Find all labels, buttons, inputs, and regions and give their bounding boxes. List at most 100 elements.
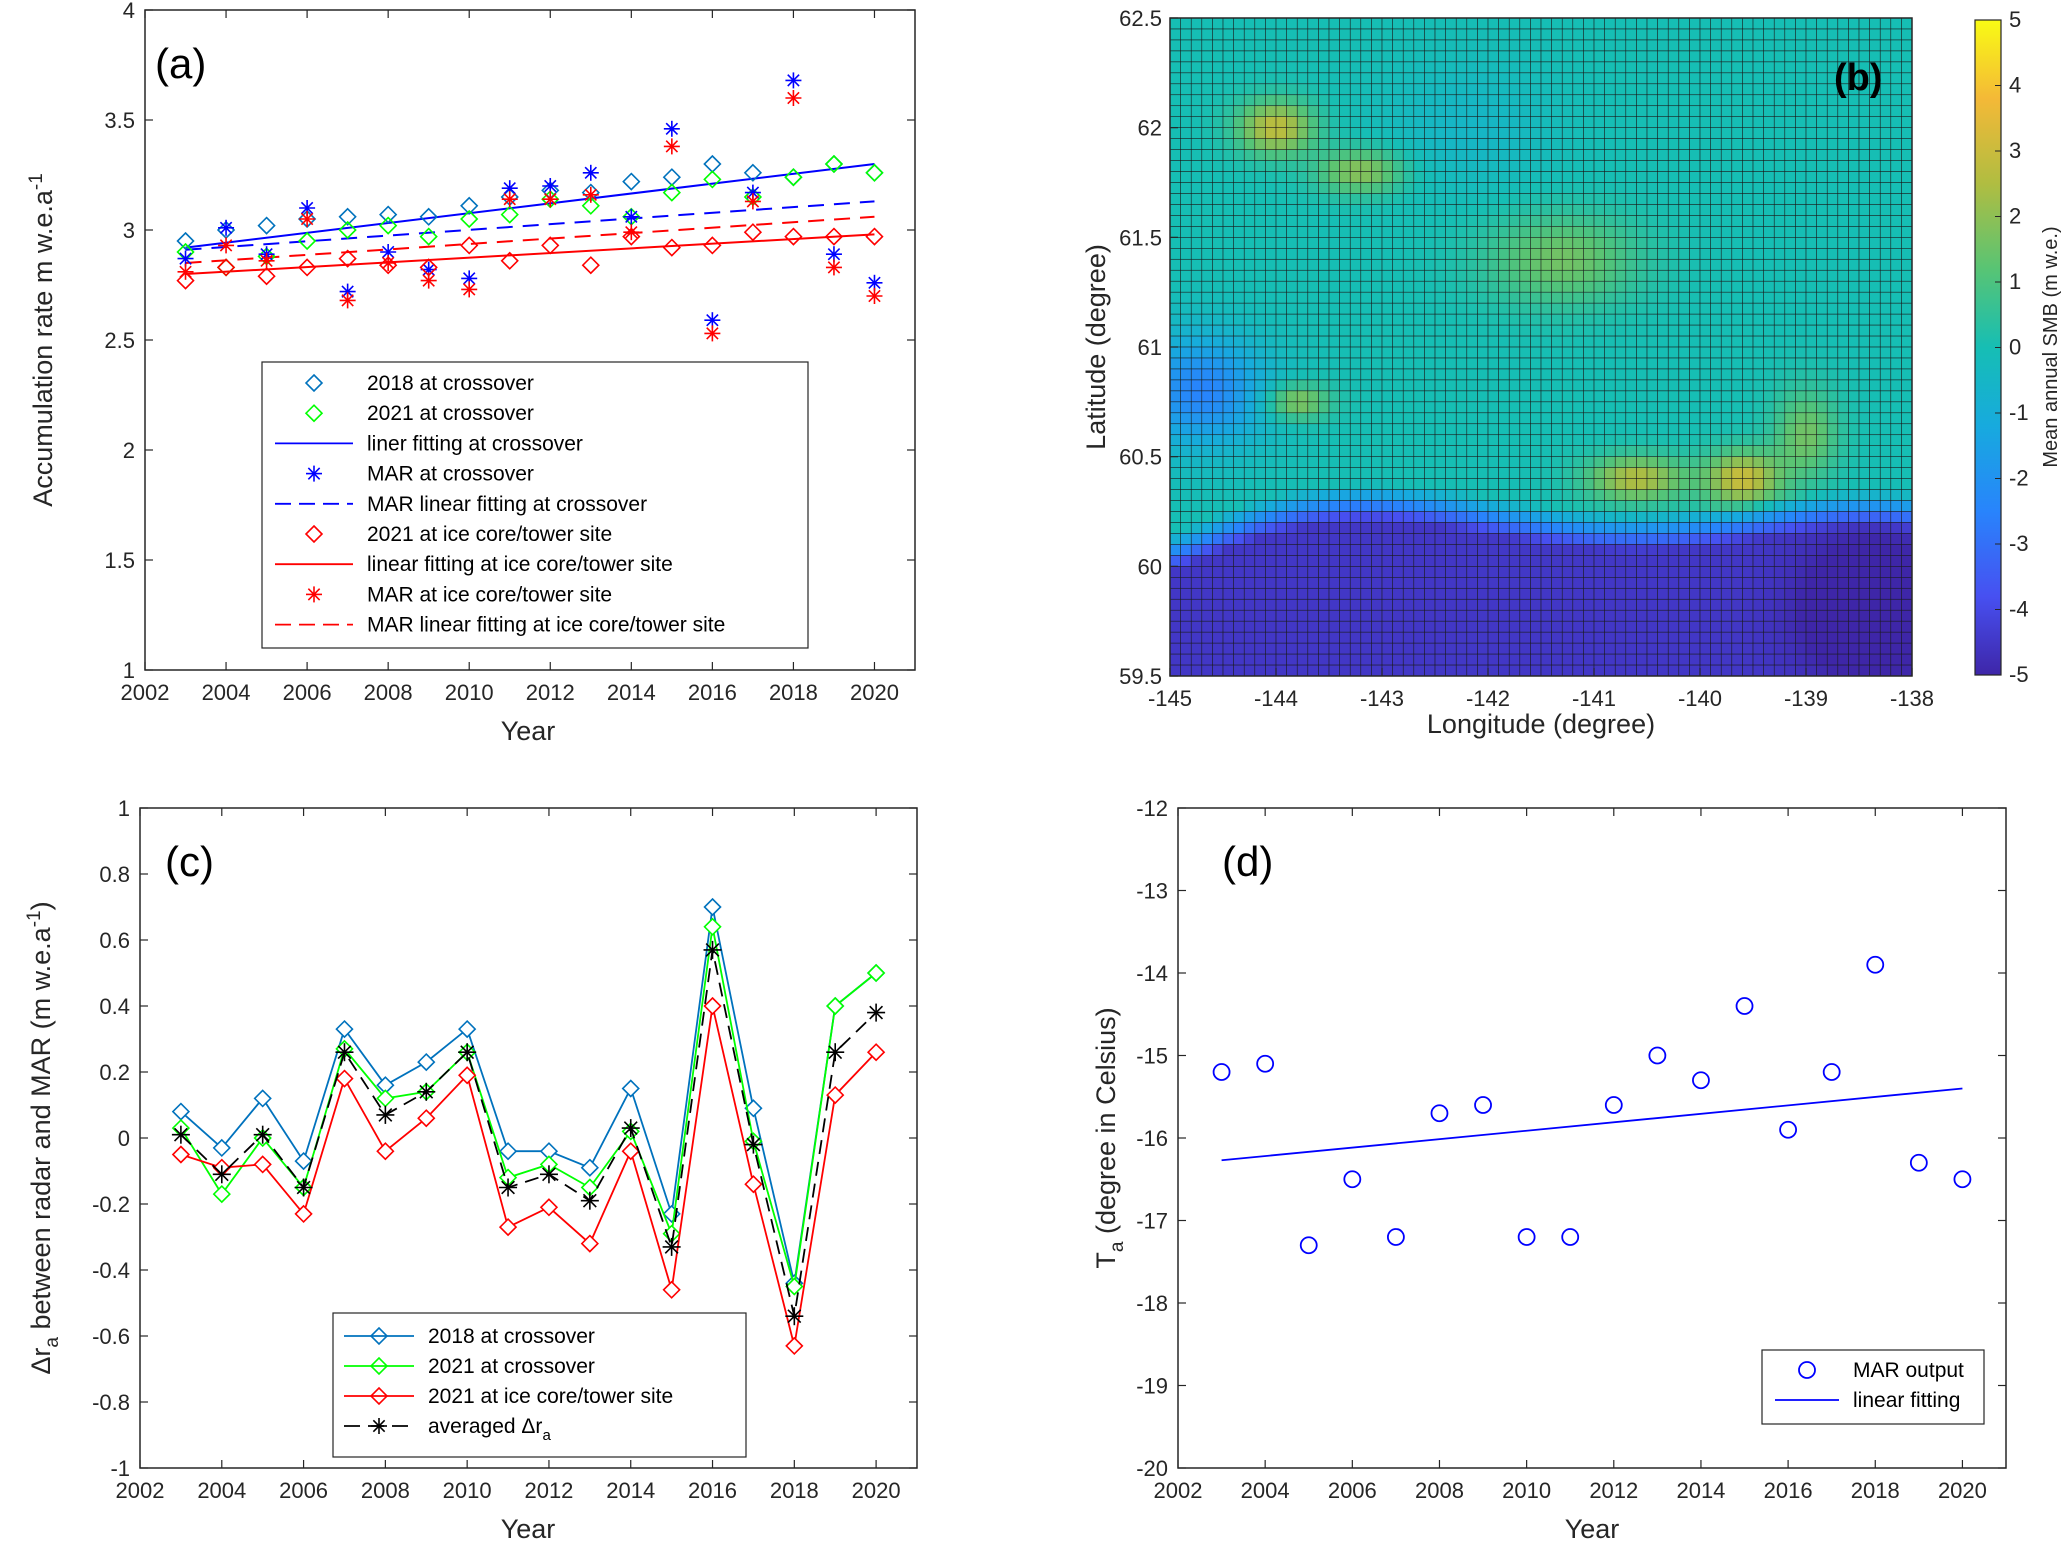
heatmap-cell bbox=[1349, 39, 1362, 52]
heatmap-cell bbox=[1710, 576, 1722, 589]
data-point bbox=[1735, 997, 1754, 1015]
heatmap-cell bbox=[1826, 555, 1839, 567]
heatmap-cell bbox=[1477, 138, 1489, 151]
heatmap-cell bbox=[1169, 500, 1182, 512]
heatmap-cell bbox=[1614, 368, 1627, 381]
heatmap-cell bbox=[1349, 587, 1362, 600]
heatmap-cell bbox=[1445, 598, 1457, 611]
heatmap-cell bbox=[1477, 489, 1489, 502]
heatmap-cell bbox=[1763, 105, 1775, 118]
heatmap-cell bbox=[1169, 335, 1182, 348]
heatmap-cell bbox=[1328, 357, 1341, 370]
heatmap-cell bbox=[1307, 445, 1319, 458]
heatmap-cell bbox=[1318, 456, 1330, 469]
heatmap-cell bbox=[1551, 566, 1563, 578]
heatmap-cell bbox=[1318, 500, 1330, 512]
heatmap-cell bbox=[1402, 346, 1415, 359]
heatmap-cell bbox=[1477, 269, 1489, 282]
heatmap-cell bbox=[1530, 50, 1542, 63]
heatmap-cell bbox=[1848, 467, 1860, 480]
heatmap-cell bbox=[1201, 664, 1213, 677]
heatmap-cell bbox=[1286, 28, 1298, 41]
heatmap-cell bbox=[1572, 313, 1584, 326]
heatmap-cell bbox=[1614, 620, 1627, 633]
heatmap-cell bbox=[1243, 39, 1256, 52]
heatmap-cell bbox=[1858, 105, 1871, 118]
heatmap-cell bbox=[1371, 237, 1383, 249]
heatmap-cell bbox=[1848, 160, 1860, 173]
y-tick-label: 61.5 bbox=[1119, 225, 1162, 250]
heatmap-cell bbox=[1773, 280, 1786, 293]
heatmap-cell bbox=[1243, 302, 1256, 315]
heatmap-cell bbox=[1477, 258, 1489, 271]
heatmap-cell bbox=[1243, 313, 1256, 326]
heatmap-cell bbox=[1816, 335, 1828, 348]
heatmap-cell bbox=[1731, 368, 1743, 381]
heatmap-cell bbox=[1604, 357, 1616, 370]
heatmap-cell bbox=[1371, 280, 1383, 293]
heatmap-cell bbox=[1530, 445, 1542, 458]
asterisk-stroke bbox=[706, 313, 719, 327]
heatmap-cell bbox=[1826, 226, 1839, 238]
heatmap-cell bbox=[1498, 204, 1510, 216]
heatmap-cell bbox=[1678, 412, 1690, 425]
heatmap-cell bbox=[1593, 664, 1606, 677]
heatmap-cell bbox=[1360, 620, 1372, 633]
heatmap-cell bbox=[1349, 423, 1362, 436]
heatmap-cell bbox=[1890, 39, 1902, 52]
heatmap-cell bbox=[1328, 390, 1341, 403]
heatmap-cell bbox=[1487, 50, 1500, 63]
data-point bbox=[460, 209, 479, 229]
heatmap-cell bbox=[1487, 598, 1500, 611]
heatmap-cell bbox=[1222, 576, 1235, 589]
heatmap-cell bbox=[1222, 664, 1235, 677]
data-point bbox=[581, 256, 600, 275]
heatmap-cell bbox=[1795, 313, 1807, 326]
heatmap-cell bbox=[1243, 335, 1256, 348]
heatmap-cell bbox=[1636, 39, 1648, 52]
heatmap-cell bbox=[1901, 412, 1913, 425]
heatmap-cell bbox=[1752, 72, 1765, 85]
heatmap-cell bbox=[1307, 467, 1319, 480]
heatmap-cell bbox=[1604, 50, 1616, 63]
heatmap-cell bbox=[1190, 555, 1203, 567]
heatmap-cell bbox=[1784, 269, 1796, 282]
heatmap-cell bbox=[1657, 620, 1669, 633]
heatmap-cell bbox=[1434, 522, 1447, 534]
heatmap-cell bbox=[1275, 127, 1288, 140]
heatmap-cell bbox=[1424, 127, 1436, 140]
x-tick-label: 2018 bbox=[770, 1478, 819, 1503]
heatmap-cell bbox=[1477, 160, 1489, 173]
heatmap-cell bbox=[1848, 324, 1860, 337]
heatmap-cell bbox=[1445, 105, 1457, 118]
heatmap-cell bbox=[1519, 631, 1531, 644]
heatmap-cell bbox=[1413, 456, 1425, 469]
heatmap-cell bbox=[1487, 368, 1500, 381]
heatmap-cell bbox=[1371, 423, 1383, 436]
heatmap-cell bbox=[1349, 335, 1362, 348]
heatmap-cell bbox=[1773, 237, 1786, 249]
heatmap-cell bbox=[1561, 555, 1574, 567]
heatmap-cell bbox=[1434, 215, 1447, 227]
asterisk-stroke bbox=[542, 1167, 556, 1182]
heatmap-cell bbox=[1371, 248, 1383, 260]
heatmap-cell bbox=[1424, 237, 1436, 249]
heatmap-cell bbox=[1731, 50, 1743, 63]
heatmap-cell bbox=[1307, 566, 1319, 578]
heatmap-cell bbox=[1710, 138, 1722, 151]
heatmap-cell bbox=[1879, 248, 1892, 260]
heatmap-cell bbox=[1657, 566, 1669, 578]
data-point bbox=[1343, 1170, 1362, 1189]
heatmap-cell bbox=[1487, 544, 1500, 556]
heatmap-cell bbox=[1328, 94, 1341, 107]
heatmap-cell bbox=[1434, 587, 1447, 600]
heatmap-cell bbox=[1519, 258, 1531, 271]
heatmap-cell bbox=[1307, 258, 1319, 271]
heatmap-cell bbox=[1890, 28, 1902, 41]
heatmap-cell bbox=[1254, 368, 1266, 381]
heatmap-cell bbox=[1752, 500, 1765, 512]
data-point bbox=[622, 172, 641, 191]
heatmap-cell bbox=[1254, 467, 1266, 480]
heatmap-cell bbox=[1731, 390, 1743, 403]
heatmap-cell bbox=[1424, 500, 1436, 512]
